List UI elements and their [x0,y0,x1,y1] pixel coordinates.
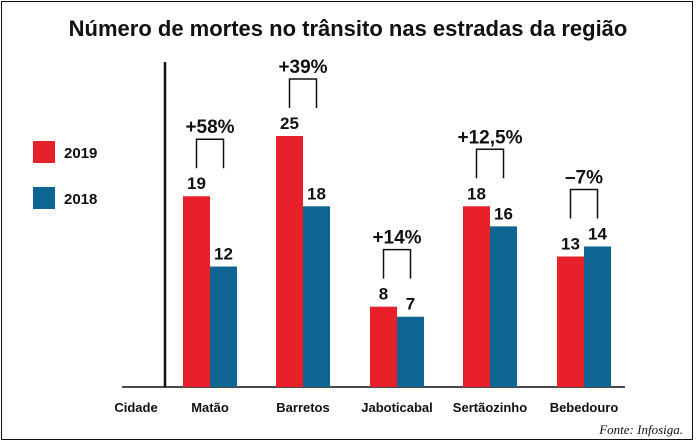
x-tick-label-1: Barretos [276,400,329,415]
bar-2018-4 [584,246,611,387]
data-label-2018-0: 12 [214,245,233,264]
bar-2018-3 [490,226,517,387]
change-bracket-4 [569,188,599,219]
x-tick-label-3: Sertãozinho [453,400,527,415]
data-label-2019-3: 18 [467,184,486,203]
bar-2018-2 [397,316,424,387]
change-bracket-2 [382,248,412,279]
data-label-2019-4: 13 [561,234,580,253]
x-axis-label: Cidade [114,400,157,415]
bar-2019-2 [370,306,397,387]
bar-2018-0 [210,266,237,387]
legend-swatch-2019 [33,141,55,163]
change-label-4: –7% [565,167,603,188]
chart-title: Número de mortes no trânsito nas estrada… [69,16,628,41]
data-label-2018-2: 7 [406,295,415,314]
bar-2019-3 [463,206,490,387]
change-label-3: +12,5% [458,127,523,148]
legend-swatch-2018 [33,187,55,209]
change-label-0: +58% [185,117,234,138]
bar-2019-0 [183,196,210,387]
bar-2019-1 [276,136,303,387]
change-bracket-1 [288,78,318,108]
x-tick-label-0: Matão [191,400,229,415]
bar-2019-4 [557,256,584,387]
bar-2018-1 [303,206,330,387]
legend-label-2019: 2019 [64,145,97,162]
change-label-2: +14% [372,228,421,249]
source-note: Fonte: Infosiga. [598,422,683,437]
data-label-2019-2: 8 [379,285,388,304]
change-bracket-3 [475,148,505,179]
data-label-2018-3: 16 [494,204,513,223]
x-tick-label-4: Bebedouro [550,400,619,415]
data-label-2019-0: 19 [187,174,206,193]
legend-label-2018: 2018 [64,191,97,208]
data-label-2018-1: 18 [307,184,326,203]
change-label-1: +39% [278,57,327,78]
x-tick-label-2: Jaboticabal [361,400,433,415]
data-label-2019-1: 25 [280,114,299,133]
change-bracket-0 [195,138,225,169]
legend: 2019 2018 [33,141,97,209]
data-label-2018-4: 14 [588,224,607,243]
plot-area: 19 12 +58% Matão 25 18 +39% Barretos 87 +14% Jabot… [183,57,618,415]
